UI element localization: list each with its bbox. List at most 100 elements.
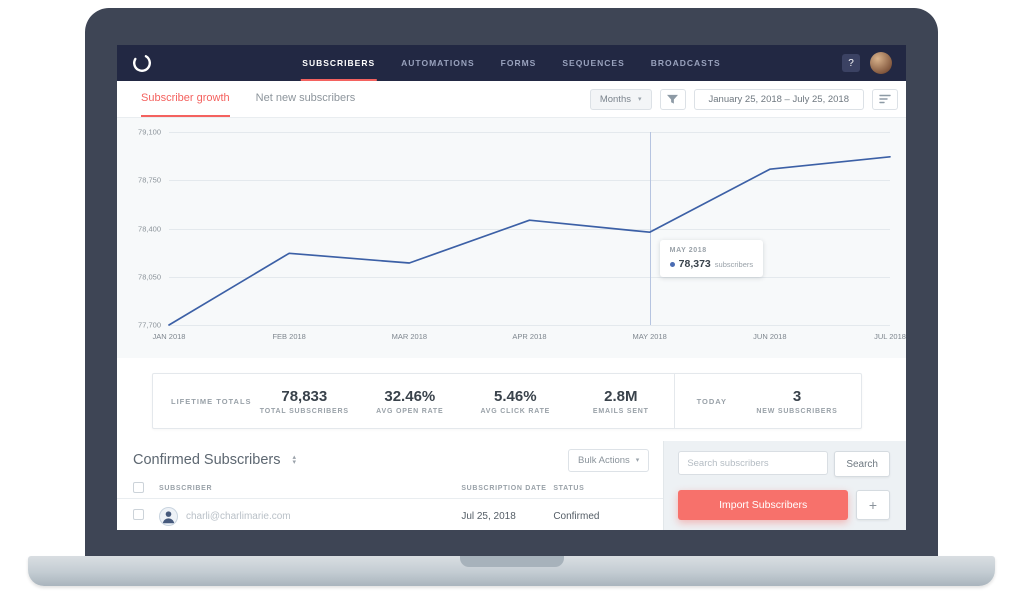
help-button[interactable]: ? — [842, 54, 860, 72]
gridline — [169, 228, 890, 230]
x-axis: JAN 2018 FEB 2018 MAR 2018 APR 2018 MAY 2018… — [153, 332, 906, 344]
stat-avg-open-rate: 32.46% AVG OPEN RATE — [357, 388, 463, 415]
stat-avg-click-rate: 5.46% AVG CLICK RATE — [463, 388, 569, 415]
column-status: STATUS — [553, 485, 585, 492]
stat-label: AVG OPEN RATE — [376, 407, 444, 415]
stat-value: 78,833 — [281, 387, 328, 405]
column-subscription-date: SUBSCRIPTION DATE — [461, 485, 547, 492]
list-lines-icon — [879, 94, 891, 104]
x-axis-label: FEB 2018 — [272, 332, 306, 341]
chart-controls: Months ▾ January 25, 2018 – July 25, 201… — [589, 88, 898, 110]
x-axis-label: JUN 2018 — [753, 332, 787, 341]
chart-options-button[interactable] — [872, 88, 898, 110]
lifetime-totals-label: LIFETIME TOTALS — [171, 396, 252, 406]
search-input[interactable] — [678, 451, 829, 475]
chevron-down-icon: ▾ — [635, 457, 640, 464]
user-avatar[interactable] — [870, 52, 892, 74]
x-axis-label: JUL 2018 — [874, 332, 906, 341]
series-dot-icon — [669, 261, 675, 267]
period-select-value: Months — [599, 93, 631, 105]
sort-icon[interactable]: ▴ ▾ — [292, 453, 296, 466]
chart-plot-area[interactable]: MAY 2018 78,373 subscribers — [169, 132, 890, 326]
search-button[interactable]: Search — [834, 451, 890, 477]
subscribers-section: Confirmed Subscribers ▴ ▾ Bulk Actions ▾ … — [117, 441, 906, 530]
tab-subscriber-growth[interactable]: Subscriber growth — [141, 81, 230, 117]
y-axis: 79,100 78,750 78,400 78,050 77,700 — [117, 128, 161, 330]
nav-broadcasts[interactable]: BROADCASTS — [650, 58, 721, 68]
select-all-checkbox[interactable] — [133, 482, 144, 493]
x-axis-label: JAN 2018 — [152, 332, 186, 341]
stats-section: LIFETIME TOTALS 78,833 TOTAL SUBSCRIBERS… — [117, 358, 906, 441]
lifetime-totals-card: LIFETIME TOTALS 78,833 TOTAL SUBSCRIBERS… — [152, 373, 862, 429]
chevron-down-icon: ▾ — [637, 96, 642, 103]
gridline — [169, 132, 890, 133]
x-axis-label: APR 2018 — [512, 332, 547, 341]
confirmed-subscribers-panel: Confirmed Subscribers ▴ ▾ Bulk Actions ▾ … — [117, 441, 665, 530]
nav-sequences[interactable]: SEQUENCES — [562, 58, 625, 68]
bulk-actions-label: Bulk Actions — [578, 454, 630, 466]
date-range-picker[interactable]: January 25, 2018 – July 25, 2018 — [693, 88, 864, 110]
y-axis-label: 79,100 — [138, 127, 161, 137]
laptop-frame: SUBSCRIBERS AUTOMATIONS FORMS SEQUENCES … — [85, 8, 938, 556]
tab-net-new-subscribers[interactable]: Net new subscribers — [255, 92, 356, 104]
subscriber-date: Jul 25, 2018 — [461, 510, 516, 522]
row-checkbox[interactable] — [133, 509, 144, 520]
subscriber-growth-chart: 79,100 78,750 78,400 78,050 77,700 MAY 2018 … — [117, 118, 906, 358]
laptop-notch — [459, 556, 564, 567]
tooltip-value: 78,373 — [678, 258, 711, 271]
column-subscriber: SUBSCRIBER — [159, 485, 213, 492]
table-header: SUBSCRIBER SUBSCRIPTION DATE STATUS — [117, 479, 664, 499]
add-subscriber-button[interactable]: + — [856, 490, 890, 520]
import-subscribers-button[interactable]: Import Subscribers — [678, 490, 848, 520]
nav-forms[interactable]: FORMS — [500, 58, 537, 68]
convertkit-logo-icon[interactable] — [131, 52, 153, 74]
laptop-base — [28, 556, 995, 586]
app-screen: SUBSCRIBERS AUTOMATIONS FORMS SEQUENCES … — [117, 45, 906, 530]
stat-total-subscribers: 78,833 TOTAL SUBSCRIBERS — [252, 388, 358, 415]
stat-label: NEW SUBSCRIBERS — [756, 407, 838, 415]
tooltip-unit: subscribers — [714, 259, 754, 269]
nav-automations[interactable]: AUTOMATIONS — [401, 58, 475, 68]
bulk-actions-button[interactable]: Bulk Actions ▾ — [568, 448, 650, 472]
panel-header: Confirmed Subscribers ▴ ▾ Bulk Actions ▾ — [117, 441, 663, 479]
subscriber-row[interactable]: charli@charlimarie.com Jul 25, 2018 Conf… — [117, 499, 663, 530]
x-axis-label: MAY 2018 — [632, 332, 667, 341]
divider — [673, 374, 675, 428]
stat-value: 3 — [792, 387, 802, 405]
nav-subscribers[interactable]: SUBSCRIBERS — [289, 45, 388, 81]
y-axis-label: 77,700 — [138, 320, 161, 330]
subscriber-avatar-icon — [159, 506, 178, 526]
today-label: TODAY — [696, 396, 727, 406]
stat-new-subscribers-today: 3 NEW SUBSCRIBERS — [733, 388, 861, 415]
gridline — [169, 325, 890, 326]
gridline — [169, 276, 890, 278]
chart-tabs-row: Subscriber growth Net new subscribers Mo… — [117, 81, 906, 118]
subscriber-status: Confirmed — [553, 510, 600, 522]
funnel-icon — [667, 94, 678, 104]
x-axis-label: MAR 2018 — [391, 332, 428, 341]
stat-value: 2.8M — [604, 387, 638, 405]
nav-right-group: ? — [842, 52, 892, 74]
tooltip-title: MAY 2018 — [669, 247, 707, 255]
y-axis-label: 78,400 — [138, 224, 161, 233]
chart-line-svg — [169, 132, 890, 325]
stat-label: TOTAL SUBSCRIBERS — [259, 407, 349, 415]
gridline — [169, 180, 890, 182]
stat-emails-sent: 2.8M EMAILS SENT — [568, 388, 674, 415]
chart-tooltip: MAY 2018 78,373 subscribers — [659, 240, 764, 278]
panel-title: Confirmed Subscribers — [133, 452, 281, 468]
primary-nav: SUBSCRIBERS AUTOMATIONS FORMS SEQUENCES … — [289, 45, 733, 81]
stat-label: EMAILS SENT — [592, 407, 649, 415]
filter-button[interactable] — [659, 88, 686, 110]
stat-value: 5.46% — [494, 387, 537, 405]
y-axis-label: 78,750 — [138, 175, 161, 185]
period-select[interactable]: Months ▾ — [589, 88, 652, 110]
top-nav: SUBSCRIBERS AUTOMATIONS FORMS SEQUENCES … — [117, 45, 906, 81]
chart-marker-line — [649, 132, 651, 325]
stat-value: 32.46% — [384, 387, 436, 405]
stat-label: AVG CLICK RATE — [480, 407, 551, 415]
y-axis-label: 78,050 — [138, 272, 161, 282]
subscribers-side-actions: Search Import Subscribers + — [664, 441, 906, 530]
subscriber-email: charli@charlimarie.com — [186, 510, 291, 522]
